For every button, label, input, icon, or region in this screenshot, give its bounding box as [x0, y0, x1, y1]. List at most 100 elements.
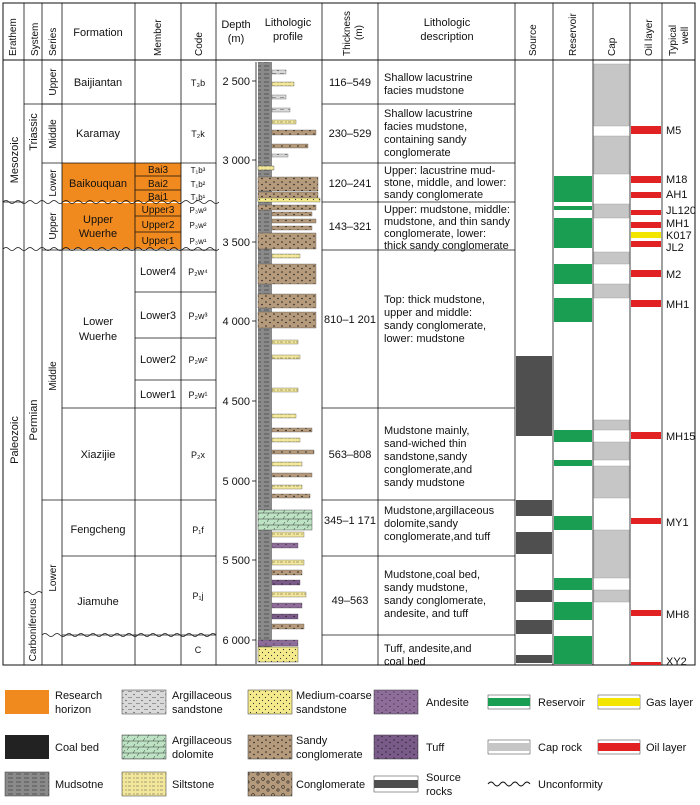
header-formation: Formation: [73, 27, 123, 39]
svg-text:conglomerate: conglomerate: [384, 147, 451, 159]
svg-text:sandy conglomerate: sandy conglomerate: [384, 189, 483, 201]
svg-text:Sandy: Sandy: [296, 735, 328, 747]
svg-text:Andesite: Andesite: [426, 697, 469, 709]
formation-xiazijie: Xiazijie: [81, 449, 116, 461]
svg-text:Source: Source: [426, 772, 461, 784]
svg-text:Siltstone: Siltstone: [172, 779, 214, 791]
series-upper-permian: Upper: [48, 212, 59, 240]
well-label: MH15: [666, 431, 695, 443]
legend-swatch-andesite: [373, 689, 419, 715]
header-code: Code: [194, 32, 205, 56]
system-triassic: Triassic: [28, 113, 40, 151]
member-bai1: Bai1: [148, 192, 168, 203]
header-litho-desc: Lithologic: [424, 17, 471, 29]
description-xiazijie: Mudstone mainly, sand-wiched thin sandst…: [384, 425, 472, 489]
code-fengcheng: P₁f: [192, 525, 204, 535]
series-middle-permian: Middle: [48, 361, 59, 391]
svg-text:upper and middle:: upper and middle:: [384, 307, 472, 319]
system-permian: Permian: [28, 400, 40, 441]
svg-text:coal bed: coal bed: [384, 656, 426, 668]
svg-text:dolomite,sandy: dolomite,sandy: [384, 518, 458, 530]
column-separators: [23, 3, 663, 665]
header-system: System: [30, 23, 41, 56]
reservoir-bars: [554, 176, 592, 664]
header-thickness: Thickness: [342, 11, 353, 56]
thickness-xiazijie: 563–808: [329, 449, 372, 461]
header-series: Series: [48, 28, 59, 56]
unconformity-lines: [2, 200, 220, 637]
well-label: AH1: [666, 189, 687, 201]
depth-tick-label: 5 000: [222, 476, 250, 488]
code-carboniferous: C: [195, 645, 202, 655]
svg-text:andesite, and tuff: andesite, and tuff: [384, 608, 469, 620]
code-baijiantan: T₃b: [191, 78, 205, 88]
oil-gas-layer-bars: [631, 126, 661, 665]
svg-text:sandstone,sandy: sandstone,sandy: [384, 451, 468, 463]
header-cap: Cap: [607, 37, 618, 56]
description-fengcheng: Mudstone,argillaceous dolomite,sandy con…: [384, 505, 495, 543]
erathem-paleozoic: Paleozoic: [9, 416, 21, 464]
legend-swatch-conglomerate: [247, 771, 293, 797]
description-baikouquan: Upper: lacustrine mud- stone, middle, an…: [384, 165, 506, 201]
svg-text:Research: Research: [55, 690, 102, 702]
series-lower-permian: Lower: [48, 564, 59, 592]
depth-tick-label: 2 500: [222, 76, 250, 88]
svg-text:dolomite: dolomite: [172, 749, 214, 761]
well-label: MH1: [666, 218, 689, 230]
svg-text:Medium-coarse: Medium-coarse: [296, 690, 372, 702]
code-karamay: T₂k: [191, 129, 205, 139]
description-jiamuhe: Mudstone,coal bed, sandy mudstone, sandy…: [384, 569, 486, 620]
svg-text:Gas layer: Gas layer: [646, 697, 693, 709]
code-lower4: P₂w⁴: [188, 267, 208, 277]
svg-text:sandy conglomerate,: sandy conglomerate,: [384, 595, 486, 607]
formation-baikouquan: Baikouquan: [69, 178, 127, 190]
code-upper3: P₃w³: [189, 206, 206, 215]
legend-swatch-sandy-conglomerate: [247, 734, 293, 760]
svg-text:Cap rock: Cap rock: [538, 742, 583, 754]
formation-lower-wuerhe-2: Wuerhe: [79, 331, 117, 343]
table-header: Erathem System Series Formation Member C…: [2, 2, 696, 61]
svg-text:facies mudstone: facies mudstone: [384, 85, 464, 97]
series-lower-triassic: Lower: [48, 169, 59, 197]
svg-text:Reservoir: Reservoir: [538, 697, 585, 709]
svg-text:Tuff: Tuff: [426, 742, 445, 754]
thickness-baijiantan: 116–549: [329, 77, 371, 89]
member-upper2: Upper2: [142, 220, 175, 231]
header-thickness-unit: (m): [354, 25, 365, 40]
member-lower4: Lower4: [140, 266, 176, 278]
header-erathem: Erathem: [8, 18, 19, 56]
svg-text:Oil layer: Oil layer: [646, 742, 687, 754]
header-member: Member: [153, 19, 164, 56]
thickness-karamay: 230–529: [329, 128, 372, 140]
svg-text:rocks: rocks: [426, 786, 453, 798]
header-source: Source: [528, 24, 539, 56]
svg-text:sandstone: sandstone: [172, 704, 223, 716]
svg-text:Coal bed: Coal bed: [55, 742, 99, 754]
series-upper-triassic: Upper: [48, 68, 59, 96]
header-litho-desc-2: description: [420, 31, 473, 43]
member-lower2: Lower2: [140, 354, 176, 366]
legend: Research horizon Argillaceous sandstone …: [4, 689, 693, 798]
legend-swatch-unconformity: [487, 781, 531, 787]
svg-text:Upper: mudstone, middle:: Upper: mudstone, middle:: [384, 204, 510, 216]
header-typical-well: Typical: [668, 25, 679, 56]
well-label: MH8: [666, 609, 689, 621]
code-lower3: P₂w³: [189, 311, 208, 321]
svg-text:Shallow lacustrine: Shallow lacustrine: [384, 108, 473, 120]
lithologic-profile: [257, 62, 321, 663]
svg-text:stone, middle, and lower:: stone, middle, and lower:: [384, 177, 506, 189]
code-bai3: T₁b³: [191, 166, 206, 175]
svg-text:sand-wiched thin: sand-wiched thin: [384, 438, 467, 450]
svg-text:Mudstone,coal bed,: Mudstone,coal bed,: [384, 569, 480, 581]
svg-text:Mudstone,argillaceous: Mudstone,argillaceous: [384, 505, 495, 517]
description-lower-wuerhe: Top: thick mudstone, upper and middle: s…: [384, 294, 486, 345]
svg-text:conglomerate,and: conglomerate,and: [384, 464, 472, 476]
erathem-mesozoic: Mesozoic: [9, 136, 21, 183]
member-bai2: Bai2: [148, 179, 168, 190]
formation-lower-wuerhe: Lower: [83, 316, 113, 328]
well-label: M18: [666, 174, 687, 186]
svg-text:Shallow lacustrine: Shallow lacustrine: [384, 72, 473, 84]
thickness-lower-wuerhe: 810–1 201: [324, 314, 376, 326]
